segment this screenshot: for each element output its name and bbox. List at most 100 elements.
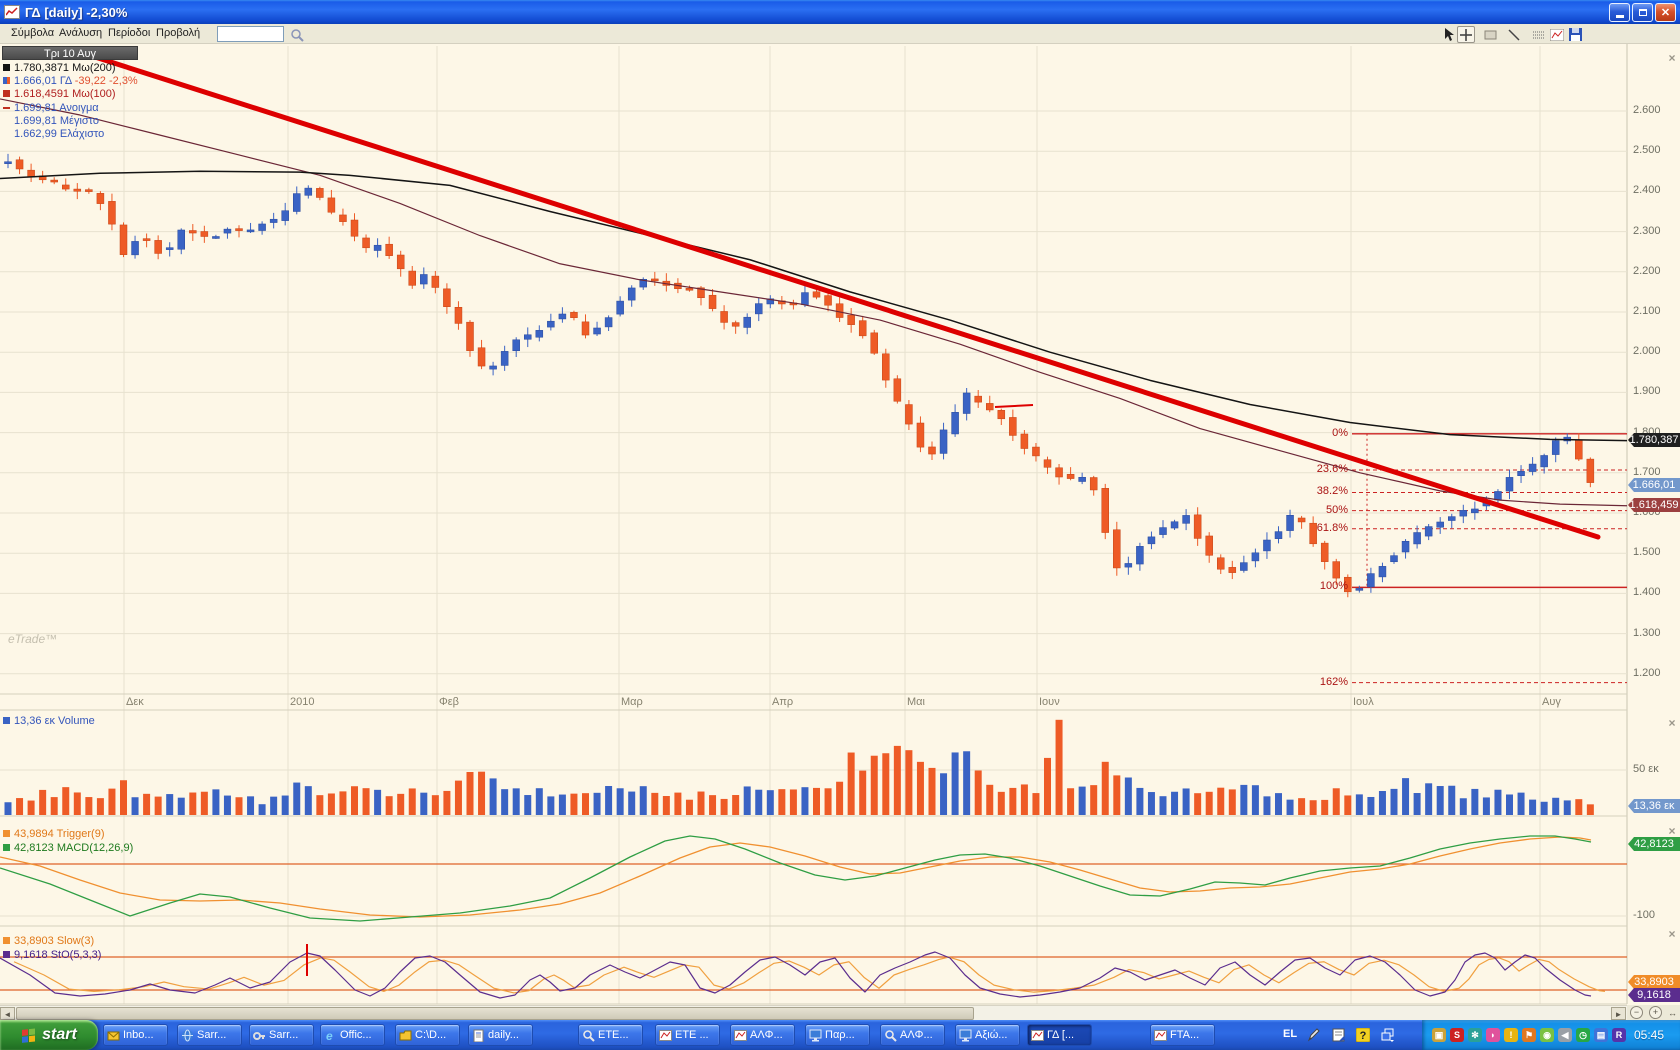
candle-body (1159, 527, 1167, 535)
taskbar-button[interactable]: ETE ... (655, 1024, 720, 1046)
messenger-tray-icon[interactable]: ◗ (1486, 1028, 1500, 1042)
menu-periods[interactable]: Περίοδοι (108, 27, 151, 39)
pen-icon[interactable] (1305, 1027, 1321, 1043)
volume-bar (1517, 792, 1525, 815)
candle-body (535, 330, 544, 338)
key-icon (253, 1031, 265, 1040)
taskbar-button-label: Inbo... (123, 1029, 154, 1041)
mini-chart-icon[interactable] (1548, 26, 1566, 43)
save-icon[interactable] (1566, 26, 1584, 43)
square-marker-icon (3, 937, 10, 944)
minimize-button[interactable] (1609, 2, 1630, 22)
language-indicator[interactable]: EL (1283, 1028, 1298, 1040)
clock-tray-icon[interactable]: ◷ (1576, 1028, 1590, 1042)
stoch-slow-line (13, 956, 1606, 994)
candle-body (974, 395, 982, 403)
scroll-right-icon[interactable]: ► (1611, 1007, 1626, 1020)
start-button[interactable]: start (0, 1020, 98, 1050)
network-tray-icon[interactable]: ✻ (1468, 1028, 1482, 1042)
candle-body (85, 189, 93, 192)
taskbar-button[interactable]: daily... (468, 1024, 533, 1046)
horizontal-scrollbar[interactable]: ◄ ► (0, 1005, 1627, 1020)
security-tray-icon[interactable]: ▣ (1432, 1028, 1446, 1042)
taskbar-button[interactable]: ΑΛΦ... (880, 1024, 945, 1046)
crosshair-icon[interactable] (1457, 26, 1475, 43)
volume-bar (1136, 787, 1144, 815)
scroll-left-icon[interactable]: ◄ (0, 1007, 15, 1020)
restore-window-icon[interactable] (1380, 1027, 1396, 1043)
taskbar-button[interactable]: Παρ... (805, 1024, 870, 1046)
close-button[interactable]: ✕ (1655, 2, 1676, 22)
red-app-tray-icon[interactable]: S (1450, 1028, 1464, 1042)
taskbar-button[interactable]: C:\D... (395, 1024, 460, 1046)
taskbar-button[interactable]: e Offic... (320, 1024, 385, 1046)
scrollbar-thumb[interactable] (16, 1007, 974, 1020)
candle-body (165, 247, 174, 250)
menu-view[interactable]: Προβολή (156, 27, 201, 39)
candle-body (801, 292, 809, 305)
selection-icon[interactable] (1482, 26, 1500, 43)
cursor-icon[interactable] (1440, 26, 1458, 43)
msn-tray-icon[interactable]: ▤ (1594, 1028, 1608, 1042)
candle-body (893, 378, 902, 402)
candle-body (258, 223, 266, 231)
restore-button[interactable] (1632, 2, 1653, 22)
chart-icon (1031, 1029, 1044, 1041)
taskbar-button[interactable]: FTA... (1150, 1024, 1215, 1046)
fib-level-label: 61.8% (1316, 521, 1348, 534)
taskbar-button[interactable]: Αξιώ... (955, 1024, 1020, 1046)
taskbar-button[interactable]: Inbo... (103, 1024, 168, 1046)
volume-bar (940, 773, 948, 815)
flag-tray-icon[interactable]: ⚑ (1522, 1028, 1536, 1042)
trendline-icon[interactable] (1505, 26, 1523, 43)
volume-bar (16, 798, 24, 815)
taskbar-button-active[interactable]: ΓΔ [... (1027, 1024, 1092, 1046)
taskbar-button[interactable]: Sarr... (249, 1024, 314, 1046)
r-app-tray-icon[interactable]: R (1612, 1028, 1626, 1042)
legend-row: 1.662,99 Ελάχιστο (3, 128, 104, 140)
legend-row: 1.618,4591 Μω(100) (3, 88, 116, 100)
menu-analysis[interactable]: Ανάλυση (59, 27, 103, 39)
chart-icon (1154, 1029, 1167, 1041)
candle-body (177, 229, 185, 250)
y-axis-tick: 1.500 (1633, 546, 1661, 559)
green-tray-icon[interactable]: ◉ (1540, 1028, 1554, 1042)
candle-body (731, 322, 740, 327)
svg-text:e: e (326, 1029, 333, 1042)
macd-panel-close-icon[interactable]: × (1668, 824, 1676, 838)
price-panel-close-icon[interactable]: × (1668, 51, 1676, 65)
symbol-search-input[interactable] (217, 26, 284, 42)
zoom-in-button[interactable]: + (1649, 1006, 1662, 1019)
zoom-out-button[interactable]: − (1630, 1006, 1643, 1019)
axis-price-tag: 1.780,387 (1628, 433, 1680, 447)
stoch-panel-close-icon[interactable]: × (1668, 927, 1676, 941)
search-icon[interactable] (288, 26, 306, 43)
menu-symbols[interactable]: Σύμβολα (11, 27, 55, 39)
candle-body (604, 317, 613, 328)
volume-bar (1355, 794, 1363, 815)
volume-bar (1251, 785, 1259, 815)
help-icon[interactable]: ? (1355, 1027, 1371, 1043)
y-axis-tick: 2.100 (1633, 305, 1661, 317)
volume-bar (478, 771, 486, 815)
candle-body (627, 287, 636, 301)
chart-area[interactable]: 2.600 2.500 2.400 2.300 2.200 2.100 2.000 1.900… (0, 44, 1680, 1020)
taskbar-button-label: Παρ... (825, 1029, 855, 1041)
alert-shield-tray-icon[interactable]: ! (1504, 1028, 1518, 1042)
candle-body (1436, 521, 1444, 528)
fit-width-icon[interactable]: ↔ (1668, 1007, 1677, 1018)
candle-body (1378, 566, 1387, 578)
volume-bar (1586, 804, 1594, 815)
volume-bar (882, 753, 890, 815)
volume-bar (1263, 796, 1271, 815)
volume-panel-close-icon[interactable]: × (1668, 716, 1676, 730)
taskbar-button[interactable]: Sarr... (177, 1024, 242, 1046)
volume-bar (1194, 793, 1202, 815)
indicator-legend: 9,1618 StO(5,3,3) (3, 949, 101, 961)
volume-bar (62, 787, 70, 815)
notepad-icon[interactable] (1330, 1027, 1346, 1043)
taskbar-button[interactable]: ETE... (578, 1024, 643, 1046)
taskbar-button[interactable]: ΑΛΦ... (730, 1024, 795, 1046)
grid-icon[interactable] (1530, 26, 1548, 43)
volume-tray-icon[interactable]: ◀ (1558, 1028, 1572, 1042)
